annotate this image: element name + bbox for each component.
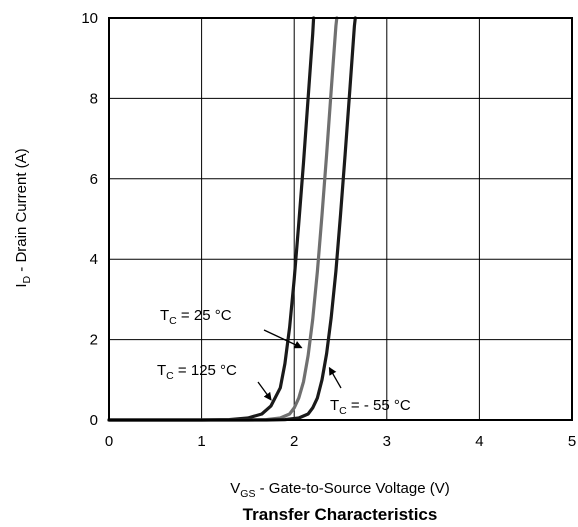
annotation-arrow xyxy=(263,329,303,349)
x-tick-label: 3 xyxy=(383,433,391,450)
annotation-arrow xyxy=(257,381,272,401)
x-tick-label: 0 xyxy=(105,433,113,450)
annotation-label: TC = 25 °C xyxy=(160,307,232,327)
y-tick-label: 10 xyxy=(81,10,98,27)
x-tick-label: 4 xyxy=(475,433,483,450)
y-axis-label: ID - Drain Current (A) xyxy=(13,148,33,287)
series-group xyxy=(107,16,357,422)
series-line-3 xyxy=(107,16,357,422)
annotation-arrow xyxy=(328,366,342,389)
y-tick-label: 8 xyxy=(90,90,98,107)
x-tick-label: 5 xyxy=(568,433,576,450)
y-tick-label: 6 xyxy=(90,171,98,188)
y-tick-labels: 0 2 4 6 8 10 xyxy=(81,10,98,429)
grid xyxy=(109,18,572,420)
series-line-1 xyxy=(107,16,316,422)
annotation-label: TC = 125 °C xyxy=(157,362,237,382)
y-tick-label: 2 xyxy=(90,332,98,349)
x-tick-labels: 0 1 2 3 4 5 xyxy=(105,433,576,450)
x-tick-label: 1 xyxy=(197,433,205,450)
x-tick-label: 2 xyxy=(290,433,298,450)
chart-title: Transfer Characteristics xyxy=(243,505,438,524)
x-axis-label: VGS - Gate-to-Source Voltage (V) xyxy=(230,480,449,500)
plot-frame xyxy=(108,17,573,421)
y-tick-label: 0 xyxy=(90,412,98,429)
y-tick-label: 4 xyxy=(90,251,98,268)
annotation-label: TC = - 55 °C xyxy=(330,397,411,417)
series-line-2 xyxy=(107,16,339,422)
annotations: TC = 25 °C TC = 125 °C TC = - 55 °C xyxy=(157,307,411,417)
